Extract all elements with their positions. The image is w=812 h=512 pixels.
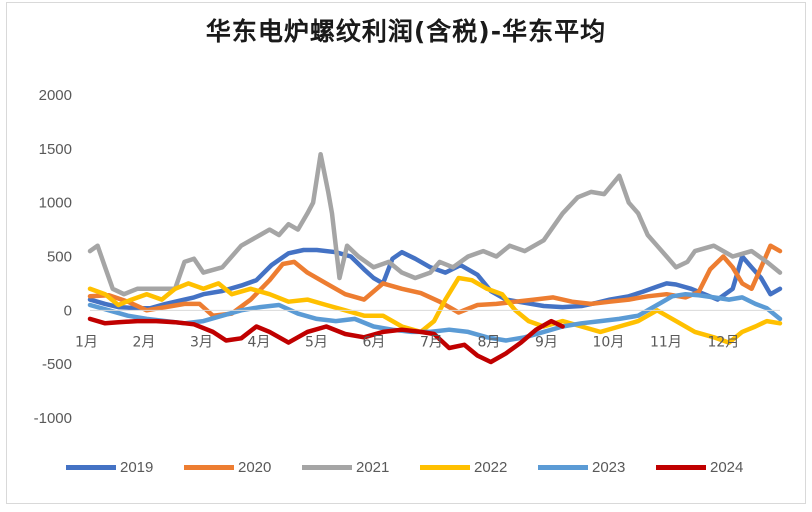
series-lines bbox=[87, 151, 783, 365]
y-axis-ticks: 2000 1500 1000 500 0 -500 -1000 bbox=[34, 87, 72, 427]
legend-item-2024: 2024 bbox=[656, 456, 743, 478]
x-tick-label: 12月 bbox=[708, 334, 740, 350]
y-tick-label: 1000 bbox=[39, 195, 72, 212]
series-line-2019 bbox=[87, 247, 783, 311]
x-tick-label: 10月 bbox=[593, 334, 625, 350]
x-tick-label: 3月 bbox=[190, 334, 213, 350]
legend-item-2022: 2022 bbox=[420, 456, 507, 478]
legend-swatch bbox=[302, 464, 352, 470]
y-tick-label: 1500 bbox=[39, 141, 72, 158]
x-tick-label: 11月 bbox=[650, 334, 682, 350]
legend-label: 2020 bbox=[238, 458, 272, 476]
legend-item-2019: 2019 bbox=[66, 456, 153, 478]
series-line-2021 bbox=[87, 151, 783, 297]
y-tick-label: 0 bbox=[64, 302, 72, 319]
y-tick-label: 2000 bbox=[39, 87, 72, 104]
x-tick-label: 2月 bbox=[133, 334, 156, 350]
legend-swatch bbox=[66, 464, 116, 470]
legend-label: 2019 bbox=[120, 458, 154, 476]
legend-item-2021: 2021 bbox=[302, 456, 389, 478]
legend-label: 2022 bbox=[474, 458, 508, 476]
x-tick-label: 6月 bbox=[363, 334, 386, 350]
legend-swatch bbox=[656, 464, 706, 470]
y-tick-label: 500 bbox=[47, 249, 72, 266]
x-tick-label: 7月 bbox=[420, 334, 443, 350]
series-line-2024 bbox=[87, 316, 565, 365]
legend-swatch bbox=[184, 464, 234, 470]
series-line-2023 bbox=[87, 291, 783, 343]
chart-legend: 2019 2020 2021 2022 2023 2024 bbox=[0, 456, 812, 478]
x-tick-label: 4月 bbox=[248, 334, 271, 350]
legend-item-2023: 2023 bbox=[538, 456, 625, 478]
legend-swatch bbox=[538, 464, 588, 470]
legend-label: 2021 bbox=[356, 458, 390, 476]
x-tick-label: 1月 bbox=[75, 334, 98, 350]
legend-swatch bbox=[420, 464, 470, 470]
y-tick-label: -500 bbox=[42, 356, 72, 373]
x-tick-label: 5月 bbox=[305, 334, 328, 350]
legend-label: 2023 bbox=[592, 458, 626, 476]
chart-title: 华东电炉螺纹利润(含税)-华东平均 bbox=[205, 17, 607, 46]
x-axis-ticks: 1月 2月 3月 4月 5月 6月 7月 8月 9月 10月 11月 12月 bbox=[75, 334, 739, 350]
series-line-2020 bbox=[87, 243, 783, 318]
y-tick-label: -1000 bbox=[34, 410, 72, 427]
x-tick-label: 8月 bbox=[478, 334, 501, 350]
legend-label: 2024 bbox=[710, 458, 744, 476]
x-tick-label: 9月 bbox=[535, 334, 558, 350]
legend-item-2020: 2020 bbox=[184, 456, 271, 478]
